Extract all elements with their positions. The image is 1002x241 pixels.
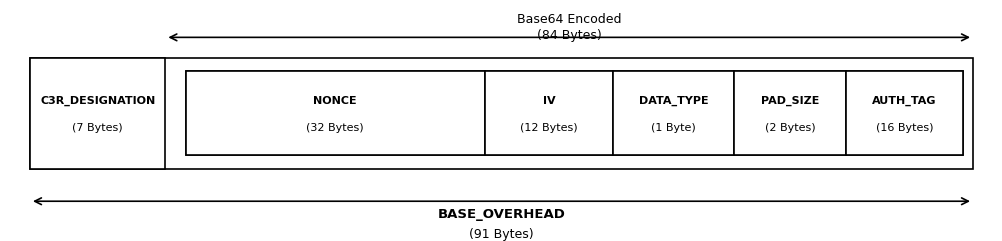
- Text: (16 Bytes): (16 Bytes): [875, 123, 933, 133]
- Text: NONCE: NONCE: [313, 96, 357, 106]
- Text: (7 Bytes): (7 Bytes): [72, 123, 123, 133]
- Bar: [185, 71, 484, 155]
- Text: AUTH_TAG: AUTH_TAG: [872, 96, 936, 106]
- Bar: [30, 58, 972, 169]
- Text: DATA_TYPE: DATA_TYPE: [638, 96, 707, 106]
- Text: PAD_SIZE: PAD_SIZE: [760, 96, 819, 106]
- Text: (91 Bytes): (91 Bytes): [469, 228, 533, 241]
- Bar: [732, 71, 846, 155]
- Bar: [612, 71, 732, 155]
- Text: (12 Bytes): (12 Bytes): [520, 123, 577, 133]
- Bar: [484, 71, 612, 155]
- Text: Base64 Encoded: Base64 Encoded: [516, 13, 621, 26]
- Text: C3R_DESIGNATION: C3R_DESIGNATION: [40, 96, 155, 106]
- Bar: [30, 58, 165, 169]
- Text: IV: IV: [542, 96, 555, 106]
- Bar: [846, 71, 962, 155]
- Text: (84 Bytes): (84 Bytes): [536, 29, 601, 42]
- Text: BASE_OVERHEAD: BASE_OVERHEAD: [437, 208, 565, 221]
- Text: (1 Byte): (1 Byte): [650, 123, 695, 133]
- Text: (2 Bytes): (2 Bytes): [764, 123, 815, 133]
- Bar: [185, 71, 962, 155]
- Text: (32 Bytes): (32 Bytes): [306, 123, 364, 133]
